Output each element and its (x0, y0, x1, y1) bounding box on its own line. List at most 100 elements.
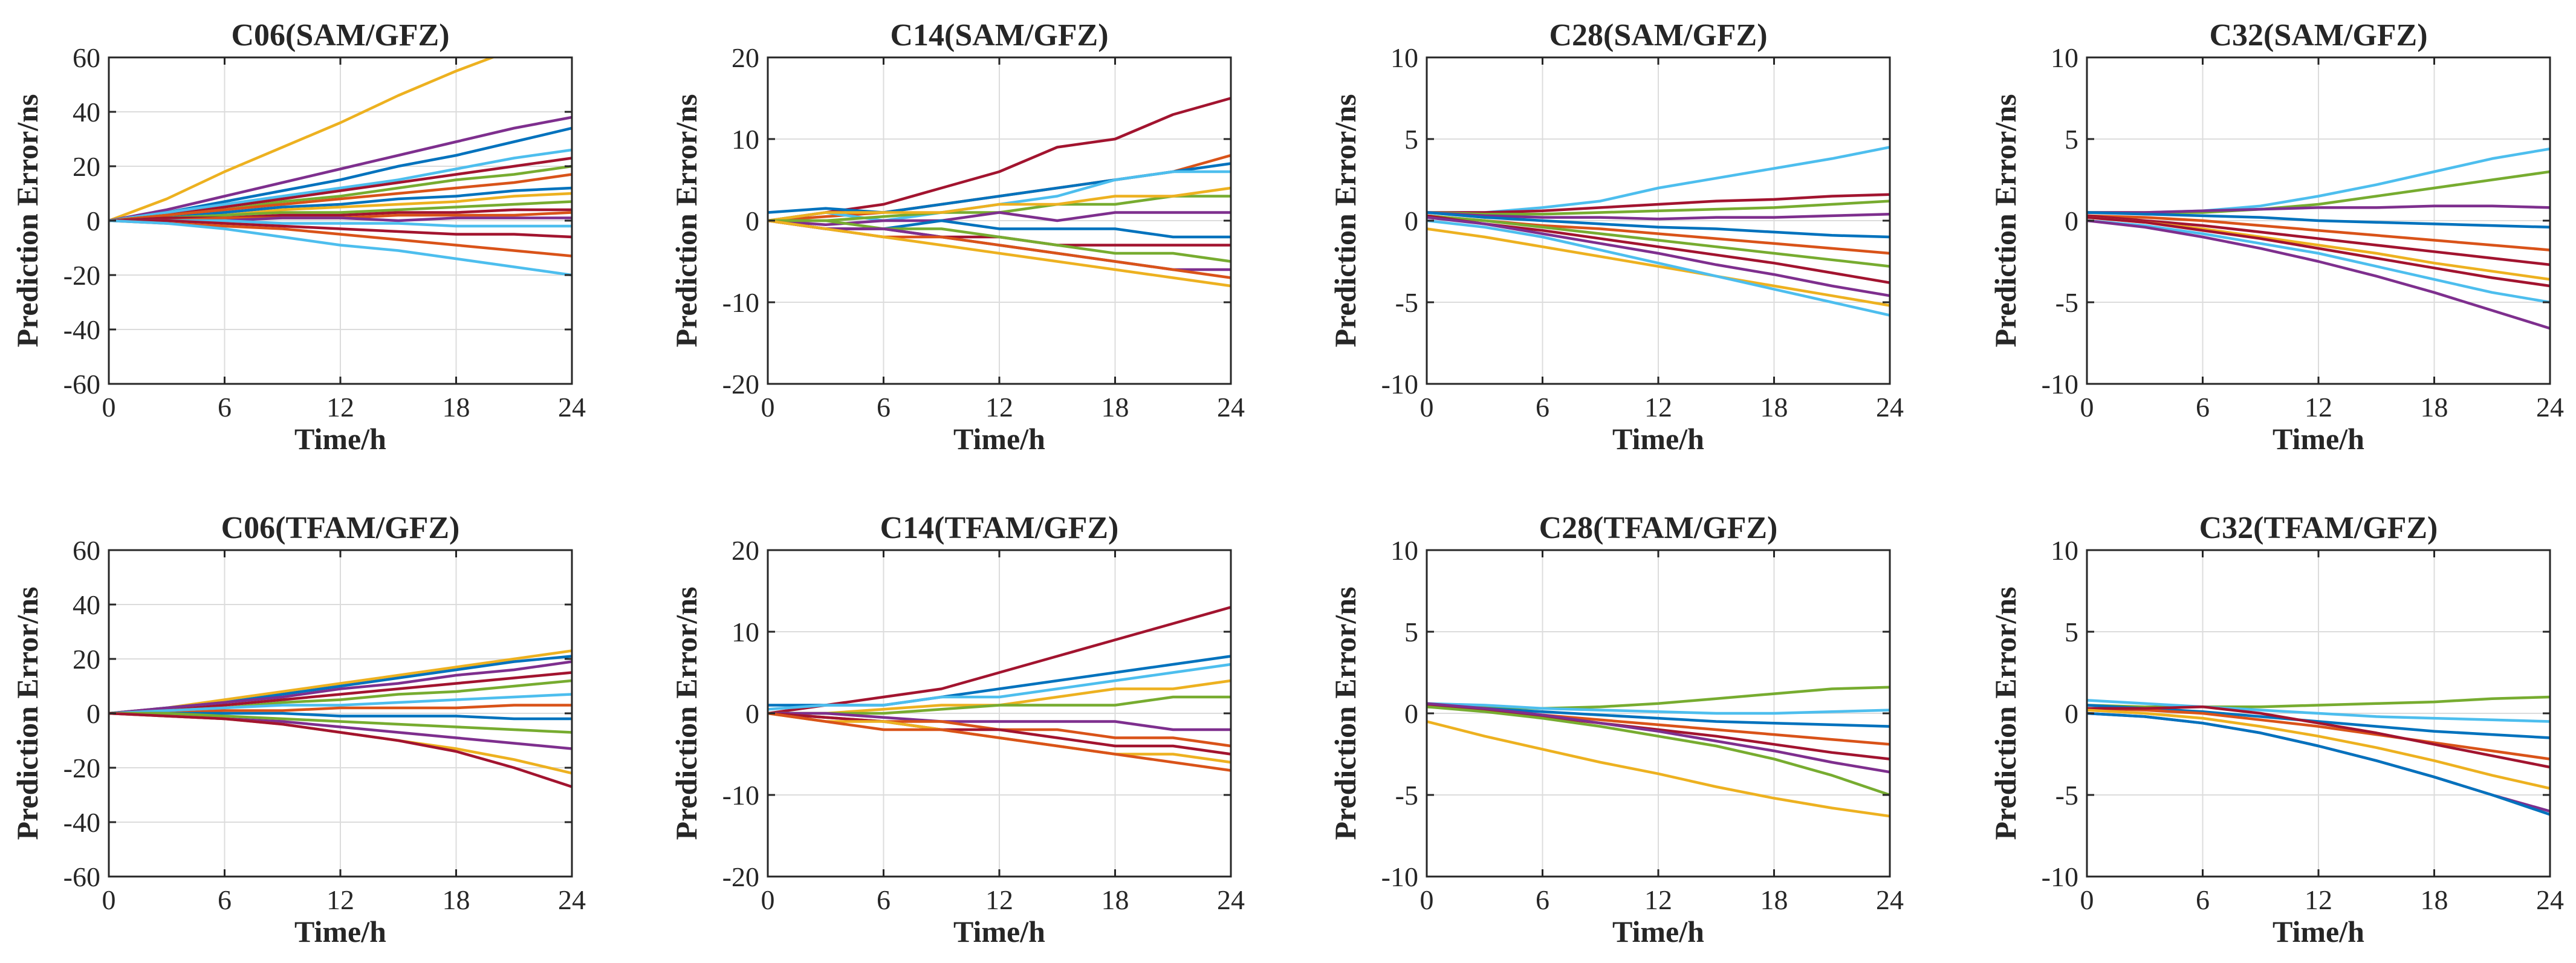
series-line-s10 (1427, 227, 1890, 307)
series-group (109, 649, 572, 788)
series-line-s8 (1427, 720, 1890, 818)
y-tick-label: -10 (2042, 861, 2078, 892)
x-tick-label: 18 (1760, 392, 1788, 423)
series-line-s5 (1427, 704, 1890, 760)
series-line-s6 (768, 712, 1231, 731)
y-tick-label: 20 (732, 42, 759, 73)
series-group (2087, 695, 2550, 816)
series-group (768, 97, 1231, 288)
x-tick-label: 12 (2305, 884, 2332, 915)
x-tick-label: 0 (102, 884, 116, 915)
y-tick-label: -5 (2055, 287, 2078, 318)
chart-title: C06(SAM/GFZ) (231, 18, 449, 53)
series-line-s4 (2087, 707, 2550, 760)
x-tick-label: 18 (2421, 884, 2448, 915)
panel-4: 0 6 12 18 24 -10 -5 0 5 10 C32(SAM/GFZ) Time/h Predi… (1988, 18, 2564, 456)
series-line-s2 (1427, 193, 1890, 214)
x-axis-label: Time/h (294, 422, 386, 456)
x-tick-label: 18 (443, 392, 470, 423)
x-axis-label: Time/h (1612, 422, 1704, 456)
x-tick-label: 6 (877, 392, 891, 423)
y-tick-label: 40 (73, 589, 100, 620)
x-tick-label: 6 (218, 884, 232, 915)
y-tick-label: 10 (2051, 42, 2078, 73)
panel-5: 0 6 12 18 24 -60 -40 -20 0 20 40 60 C06(TFAM/GFZ) Tim… (10, 511, 586, 948)
series-line-s4 (109, 148, 572, 222)
x-tick-label: 24 (2536, 392, 2564, 423)
series-line-s7 (1427, 705, 1890, 797)
series-group (768, 606, 1231, 772)
series-line-s13 (768, 219, 1231, 288)
y-axis-label: Prediction Error/ns (1328, 587, 1362, 840)
y-tick-label: -10 (1381, 369, 1418, 400)
y-tick-label: -40 (63, 314, 100, 345)
series-line-s2 (1427, 702, 1890, 715)
series-line-s11 (109, 208, 572, 222)
series-line-s8 (2087, 712, 2550, 816)
y-axis-label: Prediction Error/ns (10, 94, 44, 348)
y-tick-label: -60 (63, 369, 100, 400)
series-line-s6 (2087, 708, 2550, 790)
series-line-s3 (1427, 199, 1890, 216)
chart-title: C14(SAM/GFZ) (890, 18, 1108, 53)
panel-3: 0 6 12 18 24 -10 -5 0 5 10 C28(SAM/GFZ) Time/h Predi… (1328, 18, 1904, 456)
y-tick-label: 60 (73, 535, 100, 566)
y-tick-label: -10 (722, 287, 759, 318)
panel-2: 0 6 12 18 24 -20 -10 0 10 20 C14(SAM/GFZ) Time/h Pre… (669, 18, 1245, 456)
y-tick-label: 20 (732, 535, 759, 566)
x-tick-label: 6 (1536, 884, 1549, 915)
series-line-s7 (1427, 214, 1890, 268)
x-tick-label: 12 (2305, 392, 2332, 423)
series-line-s6 (109, 693, 572, 715)
series-line-s1 (109, 57, 496, 222)
x-tick-label: 18 (1760, 884, 1788, 915)
series-line-s5 (2087, 705, 2550, 769)
series-line-s8 (768, 712, 1231, 756)
y-tick-label: -10 (722, 780, 759, 811)
series-line-s6 (2087, 214, 2550, 267)
y-axis-label: Prediction Error/ns (1328, 94, 1362, 348)
series-line-s1 (768, 606, 1231, 715)
x-tick-label: 18 (443, 884, 470, 915)
series-line-s3 (2087, 204, 2550, 214)
series-line-s10 (768, 219, 1231, 263)
x-tick-label: 12 (985, 884, 1013, 915)
y-axis-label: Prediction Error/ns (669, 94, 703, 348)
x-tick-label: 18 (1101, 392, 1129, 423)
y-tick-label: 10 (1390, 535, 1418, 566)
x-tick-label: 12 (326, 392, 354, 423)
y-axis-label: Prediction Error/ns (10, 587, 44, 840)
series-line-s11 (1427, 219, 1890, 317)
x-axis-label: Time/h (953, 422, 1045, 456)
x-tick-label: 24 (1876, 884, 1904, 915)
y-tick-label: 0 (745, 206, 759, 236)
y-tick-label: 10 (732, 124, 759, 155)
x-tick-label: 24 (1876, 392, 1904, 423)
y-tick-label: 0 (1404, 698, 1418, 729)
series-line-s10 (768, 712, 1231, 772)
y-tick-label: 0 (86, 206, 100, 236)
x-axis-label: Time/h (2273, 915, 2364, 948)
y-axis-label: Prediction Error/ns (1988, 587, 2022, 840)
chart-title: C32(TFAM/GFZ) (2199, 511, 2438, 545)
series-line-s9 (2087, 219, 2550, 304)
x-tick-label: 18 (2421, 392, 2448, 423)
panel-7: 0 6 12 18 24 -10 -5 0 5 10 C28(TFAM/GFZ) Time/h Pred… (1328, 511, 1904, 948)
x-tick-label: 0 (2080, 884, 2094, 915)
y-tick-label: 10 (732, 617, 759, 647)
y-tick-label: -5 (2055, 780, 2078, 811)
series-line-s6 (768, 186, 1231, 222)
y-tick-label: -20 (63, 753, 100, 783)
panel-1: 0 6 12 18 24 -60 -40 -20 0 20 40 60 C06(SAM/GFZ) Time… (10, 18, 586, 456)
x-tick-label: 0 (761, 884, 775, 915)
series-line-s5 (768, 695, 1231, 715)
x-axis-label: Time/h (953, 915, 1045, 948)
x-tick-label: 0 (102, 392, 116, 423)
y-tick-label: 40 (73, 97, 100, 128)
series-line-s4 (1427, 211, 1890, 221)
y-tick-label: -10 (2042, 369, 2078, 400)
series-line-s17 (109, 219, 572, 277)
series-line-s10 (2087, 219, 2550, 330)
x-axis-label: Time/h (1612, 915, 1704, 948)
